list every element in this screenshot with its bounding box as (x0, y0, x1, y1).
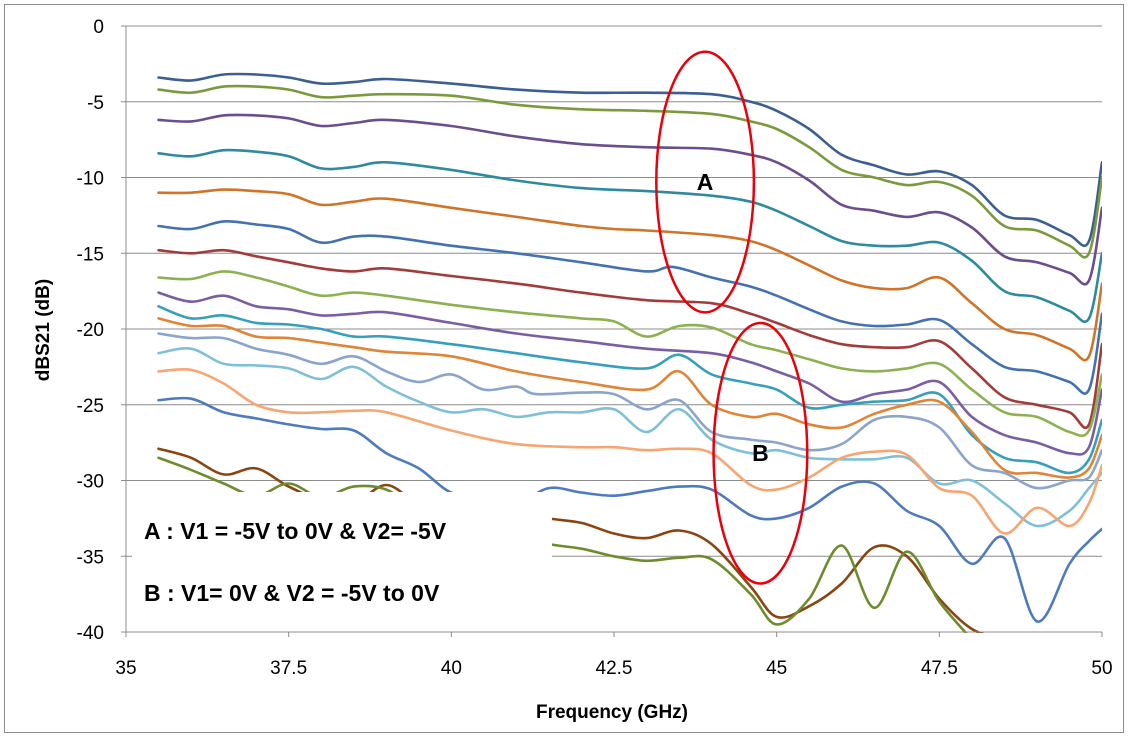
series-line-8 (157, 270, 1102, 438)
note-b-text: B : V1= 0V & V2 = -5V to 0V (144, 580, 440, 606)
series-line-14 (157, 367, 1102, 535)
y-tick-label: -15 (77, 244, 104, 265)
note-a-text: A : V1 = -5V to 0V & V2= -5V (144, 518, 447, 544)
marker-ellipse-a (655, 50, 756, 314)
x-tick-label: 37.5 (270, 658, 307, 679)
series-line-7 (157, 248, 1102, 430)
x-tick-label: 40 (441, 658, 462, 679)
marker-label-b: B (752, 440, 769, 466)
series-line-12 (157, 332, 1102, 490)
series-line-6 (157, 219, 1102, 395)
y-tick-label: 0 (93, 17, 104, 38)
note-box-background (132, 492, 552, 628)
series-line-1 (157, 72, 1102, 248)
series-line-2 (157, 84, 1102, 259)
y-tick-label: -5 (87, 93, 104, 114)
annotation-note-box: A : V1 = -5V to 0V & V2= -5V B : V1= 0V … (132, 492, 552, 628)
y-tick-label: -40 (77, 623, 104, 644)
y-tick-label: -20 (77, 320, 104, 341)
series-line-3 (157, 113, 1102, 286)
series-line-17 (157, 456, 968, 633)
x-tick-label: 35 (115, 658, 136, 679)
marker-label-a: A (697, 169, 714, 195)
y-axis-title: dBS21 (dB) (33, 279, 54, 381)
y-tick-label: -10 (77, 169, 104, 190)
x-tick-label: 42.5 (596, 658, 633, 679)
y-tick-label: -35 (77, 547, 104, 568)
x-tick-label: 45 (766, 658, 787, 679)
axes: 0 -5 -10 -15 -20 -25 -30 -35 -40 35 37.5 40 42.5 45 47… (77, 17, 1113, 679)
x-tick-label: 47.5 (921, 658, 958, 679)
series-line-11 (157, 317, 1102, 479)
series-line-4 (157, 148, 1102, 324)
series-line-10 (157, 305, 1102, 475)
x-axis-title: Frequency (GHz) (536, 702, 688, 723)
x-tick-label: 50 (1091, 658, 1112, 679)
series-line-13 (157, 347, 1102, 528)
series-group (157, 72, 1102, 633)
series-line-16 (157, 447, 985, 633)
annotation-markers: AB (655, 50, 809, 585)
series-line-5 (157, 188, 1102, 362)
series-line-9 (157, 291, 1102, 456)
series-line-15 (157, 396, 1102, 623)
marker-ellipse-b (712, 321, 809, 585)
y-tick-label: -25 (77, 396, 104, 417)
y-tick-label: -30 (77, 472, 104, 493)
